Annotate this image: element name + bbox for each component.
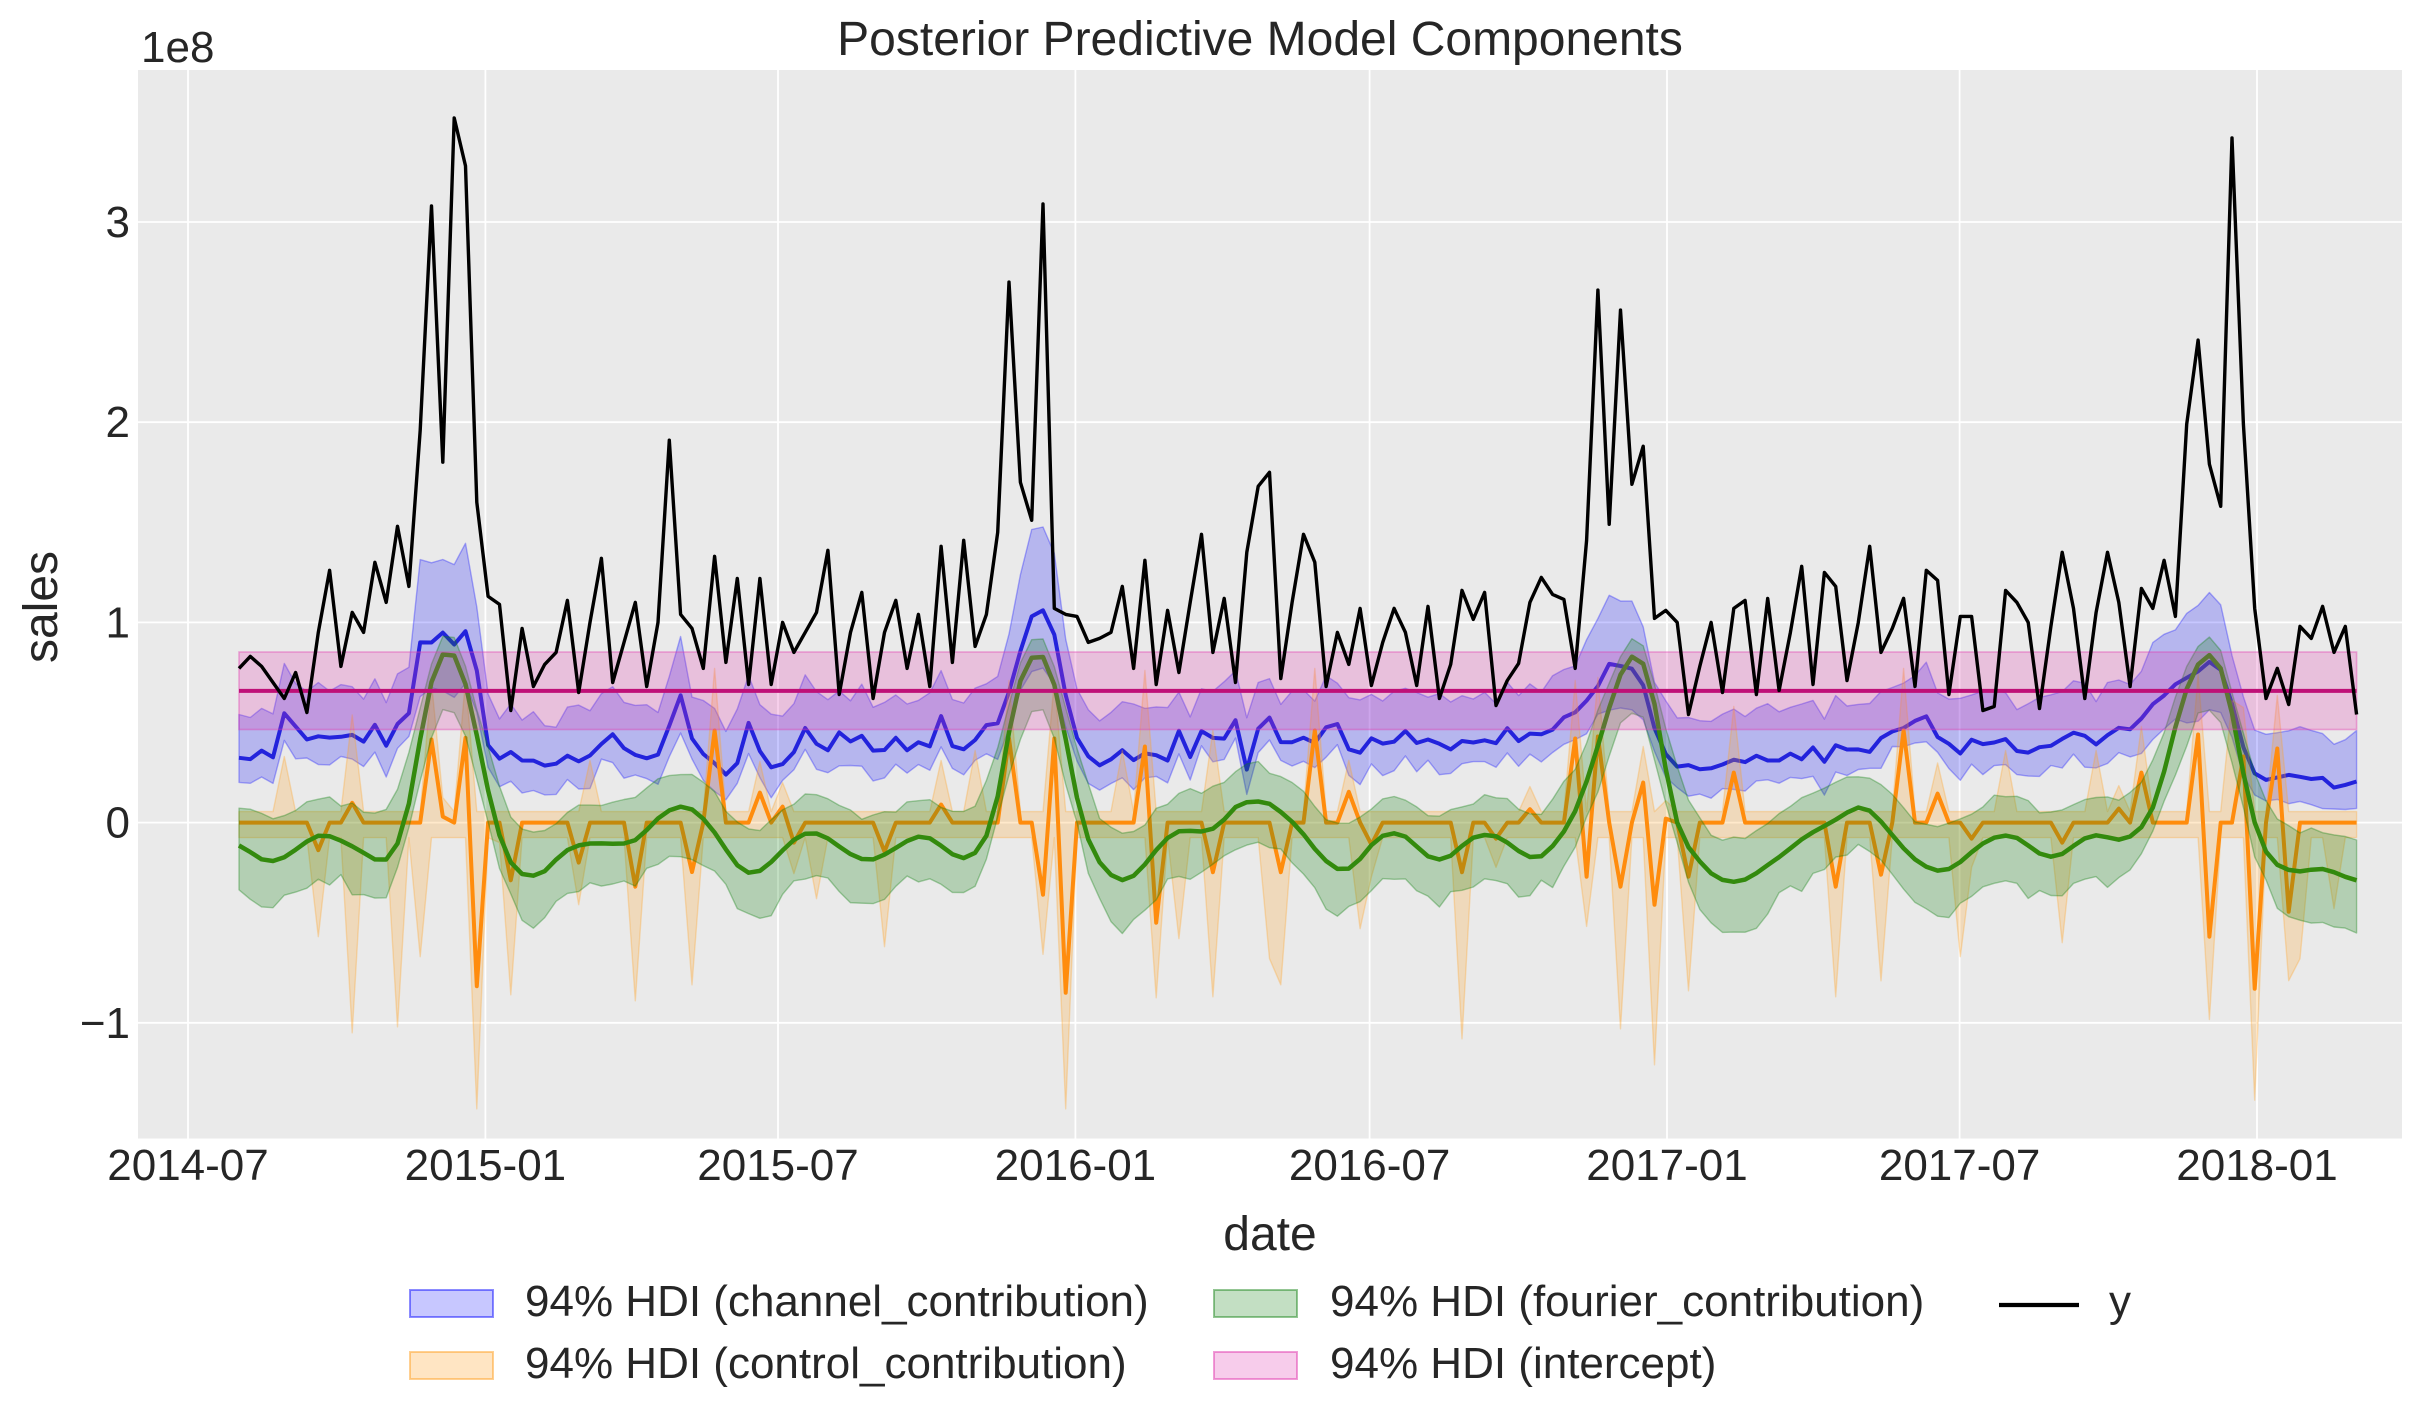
svg-text:2016-01: 2016-01 [995, 1141, 1156, 1190]
svg-text:y: y [2109, 1277, 2131, 1326]
svg-text:Posterior Predictive Model Com: Posterior Predictive Model Components [837, 13, 1683, 66]
svg-text:94% HDI (fourier_contribution): 94% HDI (fourier_contribution) [1330, 1277, 1924, 1326]
svg-text:2: 2 [106, 398, 130, 447]
svg-text:2015-07: 2015-07 [697, 1141, 858, 1190]
svg-text:−1: −1 [80, 999, 130, 1048]
svg-text:2014-07: 2014-07 [107, 1141, 268, 1190]
svg-text:sales: sales [15, 551, 68, 663]
svg-text:1: 1 [106, 598, 130, 647]
svg-text:2017-01: 2017-01 [1586, 1141, 1747, 1190]
svg-text:0: 0 [106, 799, 130, 848]
svg-text:94% HDI (control_contribution): 94% HDI (control_contribution) [525, 1339, 1127, 1388]
svg-text:2017-07: 2017-07 [1879, 1141, 2040, 1190]
svg-text:date: date [1223, 1208, 1316, 1261]
svg-text:2015-01: 2015-01 [405, 1141, 566, 1190]
svg-text:94% HDI (channel_contribution): 94% HDI (channel_contribution) [525, 1277, 1149, 1326]
svg-text:3: 3 [106, 198, 130, 247]
svg-text:2016-07: 2016-07 [1289, 1141, 1450, 1190]
svg-text:2018-01: 2018-01 [2176, 1141, 2337, 1190]
svg-text:94% HDI (intercept): 94% HDI (intercept) [1330, 1339, 1716, 1388]
svg-text:1e8: 1e8 [141, 23, 214, 72]
